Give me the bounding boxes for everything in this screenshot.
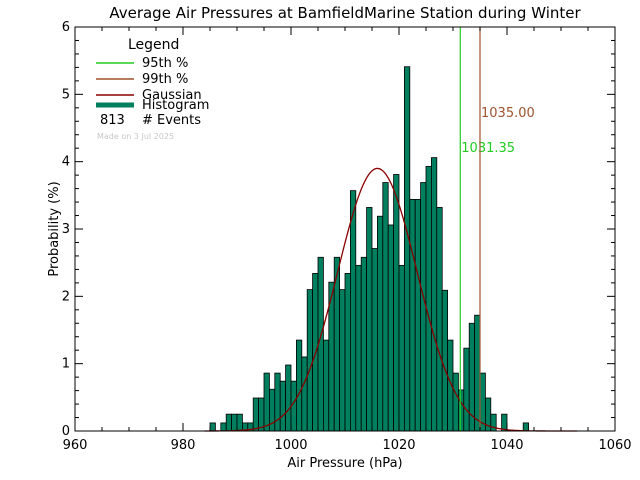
histogram-bar [322,339,330,432]
histogram-bar [382,182,389,432]
histogram-bar [452,372,459,432]
y-tick-label: 1 [62,357,70,372]
y-axis-label: Probability (%) [47,181,62,276]
histogram-bar [457,389,465,432]
legend-events-label: # Events [142,113,201,128]
y-tick-label: 0 [62,424,70,439]
histogram-bar [339,289,346,432]
histogram-bar [236,413,243,432]
y-tick-label: 5 [62,87,70,102]
histogram-bar [301,356,308,432]
legend-label-histogram: Histogram [142,98,209,113]
legend-title: Legend [128,37,179,53]
x-tick-label: 1000 [274,438,307,453]
histogram-bar [463,347,470,432]
histogram-bar [225,413,232,432]
percentile-value-99th: 1035.00 [481,106,535,121]
x-tick-label: 1060 [598,438,631,453]
histogram-bar [409,198,416,432]
histogram-bar [425,165,432,432]
x-tick-label: 1020 [382,438,415,453]
percentile-value-95th: 1031.35 [461,141,515,156]
histogram-bar [420,182,427,432]
legend-events-count: 813 [100,113,125,128]
histogram-bar [522,422,530,432]
histogram-bar [344,273,351,432]
histogram-bar [430,157,438,432]
histogram-bar [274,372,281,432]
legend-label-95th: 95th % [142,56,188,71]
histogram-bar [349,190,357,432]
x-tick-label: 960 [63,438,88,453]
histogram-bar [393,174,400,432]
histogram-bar [398,264,405,432]
histogram-bar [436,207,443,432]
histogram-bar [279,380,287,432]
histogram-bar [263,372,270,432]
histogram-bar [258,397,265,432]
legend-label-99th: 99th % [142,72,188,87]
histogram-bar [441,289,449,432]
histogram-bar [501,413,508,432]
gaussian-curve [204,167,578,432]
legend: Legend 95th % 99th % Gaussian Histogram … [96,37,209,141]
y-tick-label: 2 [62,289,70,304]
histogram-bar [414,198,422,432]
histogram-bar [209,422,216,432]
histogram-bar [360,256,368,432]
x-axis-label: Air Pressure (hPa) [287,456,402,471]
histogram-bar [285,364,292,432]
x-tick-label: 980 [171,438,196,453]
histogram-bar [231,413,238,432]
histogram-bar [376,215,384,432]
histogram-bar [252,397,259,432]
y-tick-label: 3 [62,222,70,237]
legend-label-gaussian: Gaussian [142,88,202,103]
histogram-bar [366,207,373,432]
histogram-bar [387,224,395,432]
histogram-bar [474,314,481,432]
histogram-bar [295,339,303,432]
histogram-bar [306,289,314,432]
chart-title: Average Air Pressures at BamfieldMarine … [109,4,581,22]
y-tick-label: 4 [62,155,70,170]
x-tick-label: 1040 [490,438,523,453]
histogram-bar [355,264,362,432]
y-tick-label: 6 [62,20,70,35]
plot-area: 1031.35 1035.00 960 980 1000 1020 1040 1060 0 1 2 3… [62,20,632,453]
histogram-bar [220,422,227,432]
made-on-note: Made on 3 Jul 2025 [97,132,174,141]
histogram-bar [403,66,411,432]
histogram-bar [371,248,378,432]
